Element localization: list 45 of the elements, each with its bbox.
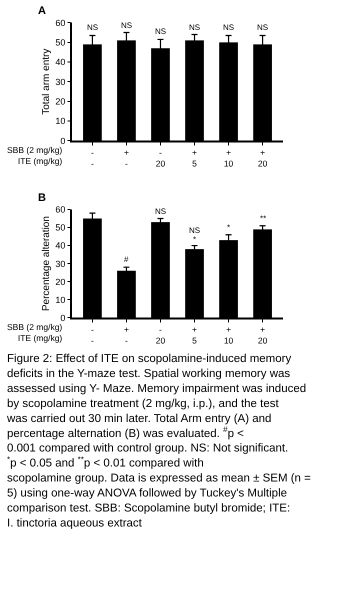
y-tick-label: 0 [60, 136, 66, 146]
annotation: ** [260, 214, 266, 223]
annotation: NS [155, 207, 166, 216]
annotation: NS [189, 23, 200, 32]
annotation: NS [189, 226, 200, 235]
y-tick-label: 0 [60, 312, 66, 323]
annotation: NS [257, 23, 268, 32]
x-tick-label: - 20 [156, 324, 166, 346]
y-tick-label: 20 [55, 96, 66, 107]
y-tick-label: 50 [55, 38, 66, 48]
annotation: NS [121, 21, 132, 30]
y-tick-label: 60 [55, 18, 66, 28]
annotation: NS [87, 23, 98, 32]
annotation: # [124, 255, 129, 264]
x-tick-label: + 5 [192, 324, 198, 346]
y-tick-label: 40 [55, 57, 66, 68]
y-tick-label: 30 [55, 258, 66, 269]
x-axis-title: SBB (2 mg/kg) ITE (mg/kg) [7, 145, 62, 166]
chart-title: B [38, 192, 46, 204]
y-tick-label: 10 [55, 116, 66, 126]
y-axis-title: Total arm entry [40, 48, 52, 115]
x-tick-label: + 5 [192, 148, 198, 169]
y-tick-label: 20 [55, 276, 66, 287]
x-tick-label: + 10 [224, 148, 234, 169]
x-tick-label: + 20 [258, 324, 268, 346]
text: Figure 2: Effect of ITE on scopolamine-induced memory deficits in the Y-maze test. Spatial working memory was assessed using Y- Maze. Memory impairment was induced by scopolamine treatment (2 mg/kg, i.p.), and the test was carried out 30 min later. Total Arm entry (A) and percentage alternation (B) was evaluated. $^{#}$p < 0.001 compared with control group. NS: Not significant. $^{*}$p < 0.05 and $^{**}$p < 0.01 compared with scopolamine group. Data is expressed as mean ± SEM (n = 5) using one-way ANOVA followed by Tuckey's Multiple comparison test. SBB: Scopolamine butyl bromide; ITE: I. tinctoria aqueous extract [7, 353, 311, 530]
x-tick-label: - - [91, 148, 94, 169]
x-tick-label: - 20 [156, 148, 166, 169]
x-tick-label: + 20 [258, 148, 268, 169]
x-tick-label: + - [124, 148, 129, 169]
x-tick-label: + 10 [224, 324, 234, 346]
y-tick-label: 30 [55, 76, 66, 87]
y-tick-label: 50 [55, 222, 66, 233]
annotation: NS [223, 23, 234, 32]
annotation: * [193, 235, 196, 244]
annotation: NS [155, 27, 166, 36]
y-tick-label: 10 [55, 294, 66, 305]
chart-title: A [38, 5, 46, 17]
x-axis-title: SBB (2 mg/kg) ITE (mg/kg) [7, 322, 62, 344]
annotation: * [227, 223, 230, 232]
x-tick-label: + - [124, 324, 129, 346]
y-tick-label: 40 [55, 240, 66, 251]
x-tick-label: - - [91, 324, 94, 346]
y-axis-title: Percentage alteration [40, 216, 52, 312]
y-tick-label: 60 [55, 204, 66, 215]
